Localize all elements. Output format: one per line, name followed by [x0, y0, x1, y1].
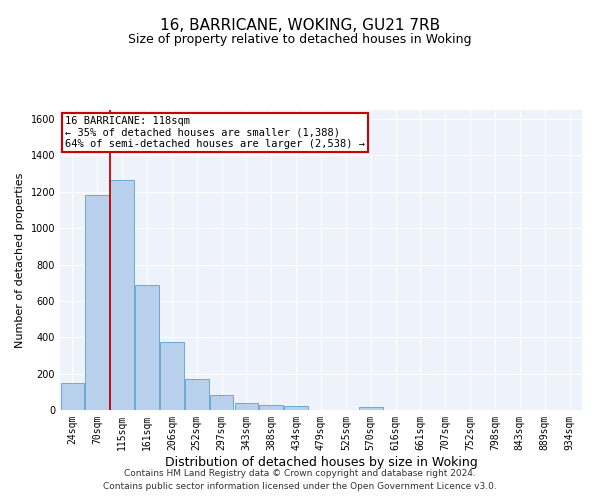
Text: 16 BARRICANE: 118sqm
← 35% of detached houses are smaller (1,388)
64% of semi-de: 16 BARRICANE: 118sqm ← 35% of detached h…	[65, 116, 365, 149]
Bar	[235, 403, 258, 410]
Bar	[210, 395, 233, 410]
Bar	[85, 194, 109, 410]
Bar	[185, 380, 209, 410]
Bar	[160, 342, 184, 410]
Bar	[135, 284, 159, 410]
Bar	[284, 406, 308, 410]
Text: Contains HM Land Registry data © Crown copyright and database right 2024.: Contains HM Land Registry data © Crown c…	[124, 468, 476, 477]
Text: Size of property relative to detached houses in Woking: Size of property relative to detached ho…	[128, 32, 472, 46]
Bar	[359, 407, 383, 410]
Text: 16, BARRICANE, WOKING, GU21 7RB: 16, BARRICANE, WOKING, GU21 7RB	[160, 18, 440, 32]
Y-axis label: Number of detached properties: Number of detached properties	[15, 172, 25, 348]
Bar	[259, 405, 283, 410]
Bar	[110, 180, 134, 410]
Bar	[61, 384, 84, 410]
X-axis label: Distribution of detached houses by size in Woking: Distribution of detached houses by size …	[164, 456, 478, 468]
Text: Contains public sector information licensed under the Open Government Licence v3: Contains public sector information licen…	[103, 482, 497, 491]
